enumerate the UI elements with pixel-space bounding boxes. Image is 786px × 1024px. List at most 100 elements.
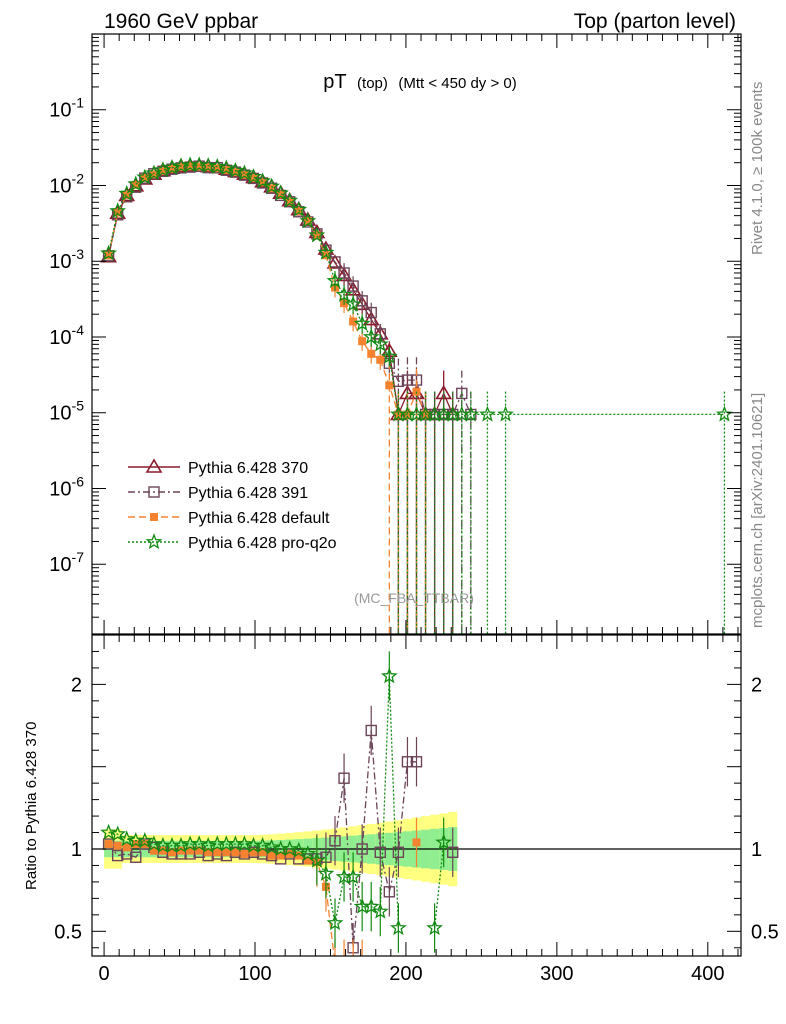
ratio-point: [331, 960, 339, 968]
ratio-ylabel: Ratio to Pythia 6.428 370: [23, 722, 40, 890]
ratio-point: [290, 841, 308, 858]
ratio-point: [130, 851, 142, 863]
data-point: [145, 164, 163, 181]
data-point: [299, 212, 317, 229]
data-point: [385, 381, 394, 390]
data-point: [285, 197, 294, 206]
data-point: [392, 375, 405, 388]
ratio-point: [167, 848, 176, 857]
ratio-point: [329, 835, 341, 847]
ratio-point: [362, 897, 380, 914]
data-point: [263, 177, 281, 194]
data-point: [118, 184, 136, 201]
ratio-point: [113, 841, 122, 850]
data-point: [312, 231, 321, 240]
ratio-point: [236, 835, 253, 852]
ratio-point: [358, 960, 366, 968]
data-point: [290, 200, 308, 217]
y-tick-label: 10-1: [49, 95, 84, 122]
ratio-point: [299, 845, 317, 862]
ratio-point: [303, 856, 312, 865]
ratio-y-tick-label-right: 0.5: [751, 921, 779, 943]
ratio-y-tick-label-right: 1: [751, 839, 762, 861]
ratio-point: [412, 838, 421, 847]
ratio-point: [281, 840, 299, 857]
data-point: [362, 328, 380, 345]
data-point: [158, 167, 167, 176]
series-line: [107, 164, 725, 416]
legend-entry: Pythia 6.428 pro-q2o: [128, 533, 337, 552]
ratio-point: [344, 868, 362, 885]
ratio-y-tick-label: 1: [71, 839, 82, 861]
data-point: [131, 180, 140, 189]
data-point: [456, 387, 468, 400]
data-point: [362, 310, 380, 326]
ratio-point: [100, 823, 117, 840]
ratio-point: [195, 846, 204, 855]
data-point: [240, 170, 249, 179]
ratio-point: [392, 846, 405, 858]
series-1: [102, 160, 477, 634]
ratio-point: [145, 835, 163, 852]
data-point: [326, 272, 344, 289]
legend-entry: Pythia 6.428 370: [128, 458, 308, 477]
data-point: [199, 156, 217, 173]
ratio-frame: [91, 634, 742, 957]
legend-swatch-marker: [148, 486, 160, 498]
legend-label: Pythia 6.428 370: [188, 460, 308, 477]
data-point: [303, 216, 312, 225]
data-point: [254, 172, 271, 189]
data-point: [276, 190, 285, 199]
data-point: [376, 355, 385, 364]
ratio-point: [102, 838, 115, 850]
ratio-point: [410, 756, 423, 768]
data-point: [109, 202, 126, 219]
ratio-point: [389, 919, 407, 936]
ratio-point: [122, 843, 131, 852]
data-point: [344, 295, 362, 312]
data-point: [267, 184, 276, 193]
plot-title-sub1: (top): [357, 75, 388, 92]
ratio-point: [349, 960, 357, 968]
data-point: [204, 163, 213, 172]
data-point: [479, 405, 496, 422]
data-point: [365, 306, 377, 319]
ratio-point: [447, 846, 459, 858]
x-tick-label: 100: [238, 963, 271, 985]
ratio-point: [240, 849, 249, 858]
ratio-point: [186, 846, 195, 855]
data-point: [317, 243, 335, 260]
legend-swatch-marker: [145, 533, 163, 550]
ratio-point: [383, 886, 396, 898]
axes: 10-7 10-6 10-5 10-4 10-3 10-2 10-1 0.5 0.5 1 1 2 2 0 1…: [49, 33, 779, 985]
data-point: [195, 162, 204, 171]
ratio-point: [371, 902, 389, 919]
data-point: [227, 161, 244, 178]
ratio-point: [435, 833, 453, 850]
data-point: [184, 161, 196, 173]
ratio-point: [118, 830, 136, 847]
ratio-y-tick-label-right: 2: [751, 674, 762, 696]
data-point: [353, 314, 371, 331]
ratio-point: [381, 667, 398, 684]
plot-title-main: pT: [323, 71, 346, 93]
ratio-series: [92, 651, 741, 968]
ratio-line: [108, 676, 400, 929]
legend: Pythia 6.428 370 Pythia 6.428 391 Pythia 6…: [128, 458, 337, 552]
data-point: [265, 182, 278, 194]
header-left: 1960 GeV ppbar: [104, 10, 258, 33]
legend-entry: Pythia 6.428 391: [128, 485, 308, 502]
ratio-y-tick-label: 0.5: [54, 921, 82, 943]
ratio-point: [276, 851, 285, 860]
data-point: [356, 295, 368, 307]
x-tick-label: 200: [389, 963, 422, 985]
legend-label: Pythia 6.428 default: [188, 510, 330, 527]
data-point: [381, 347, 398, 364]
x-tick-label: 300: [540, 963, 573, 985]
top-frame: [91, 33, 742, 635]
ratio-point: [249, 848, 258, 857]
data-point: [222, 166, 231, 175]
mcplots-label: mcplots.cern.ch [arXiv:2401.10621]: [749, 393, 766, 628]
header-right: Top (parton level): [574, 10, 736, 33]
ratio-point: [231, 848, 240, 857]
